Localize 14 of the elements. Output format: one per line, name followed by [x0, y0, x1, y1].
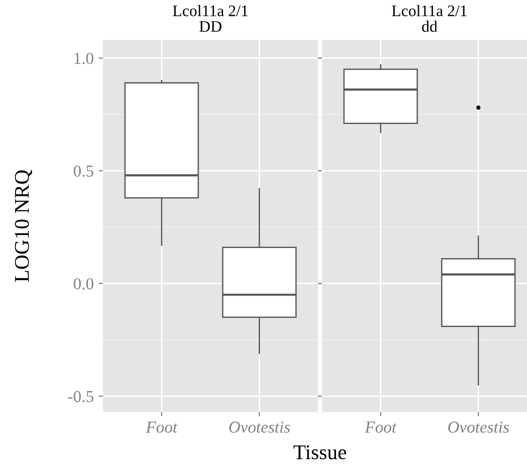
y-tick-label: 0.0 [74, 278, 94, 290]
chart-title: Lcol11a 2/1 [172, 4, 248, 16]
x-axis-title: Tissue [294, 445, 346, 460]
x-tick-label: Foot [146, 422, 178, 433]
y-tick-label: 1.0 [74, 52, 94, 64]
y-tick-label: -0.5 [68, 390, 94, 402]
chart-title: Lcol11a 2/1 [392, 4, 467, 16]
x-tick-label: Ovotestis [448, 422, 509, 433]
y-tick-label: 0.5 [74, 165, 94, 177]
y-axis-title: LOG10 NRQ [14, 170, 32, 282]
chart-subtitle: dd [422, 20, 438, 32]
chart-subtitle: DD [199, 21, 222, 32]
x-tick-label: Foot [364, 422, 397, 433]
x-tick-label: Ovotestis [229, 422, 290, 433]
